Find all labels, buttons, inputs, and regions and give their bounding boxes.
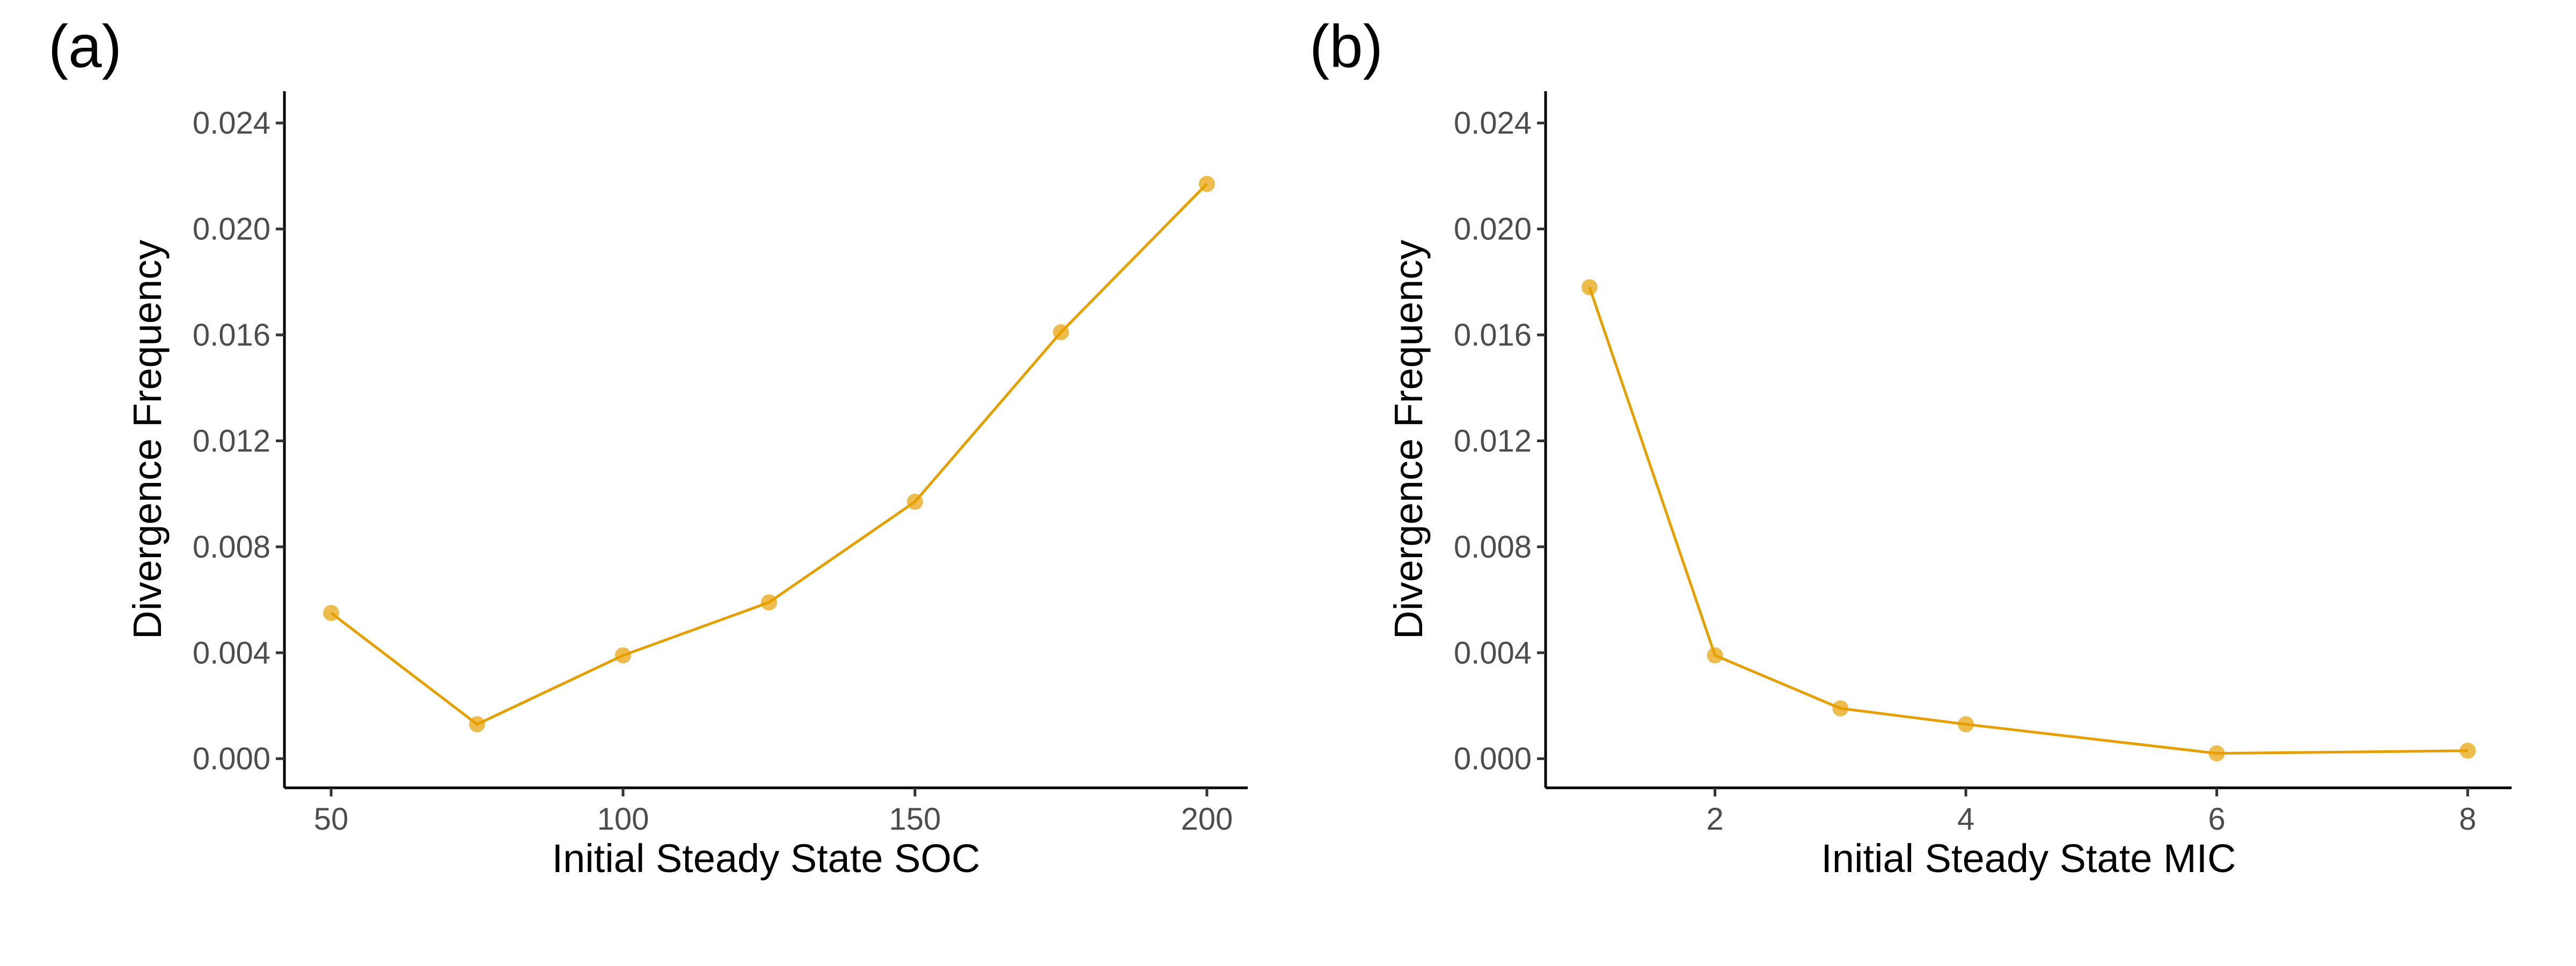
panel-a-chart: (a) 0.000 0.004 0.008 0.012 0.016 0.020 0.024 50…: [48, 13, 1248, 881]
panel-b-y-tick-label: 0.008: [1454, 530, 1532, 565]
panel-b-y-tick-label: 0.020: [1454, 212, 1532, 247]
panel-a-y-axis-title: Divergence Frequency: [125, 240, 170, 639]
panel-b-x-tick-label: 8: [2459, 802, 2476, 837]
panel-b-series-line: [1588, 287, 2468, 755]
panel-a-x-tick-label: 50: [314, 802, 349, 837]
panel-b-y-axis-title: Divergence Frequency: [1386, 240, 1431, 639]
panel-b-x-tick-label: 6: [2208, 802, 2226, 837]
panel-a-series-line: [330, 182, 1208, 726]
panel-a-x-tick-label: 100: [597, 802, 649, 837]
panel-a-x-tick-label: 150: [889, 802, 941, 837]
panel-b-data-point: [1958, 716, 1974, 733]
panel-b-x-axis-title: Initial Steady State MIC: [1821, 836, 2236, 881]
panel-a-data-point: [906, 493, 923, 510]
panel-a-data-point: [323, 605, 340, 621]
panel-a-y-tick-label: 0.024: [193, 106, 270, 141]
panel-b-chart: (b) 0.000 0.004 0.008 0.012 0.016 0.020 0.024 2 4…: [1309, 13, 2512, 881]
panel-b-y-tick-label: 0.012: [1454, 423, 1532, 458]
panel-b-data-point: [2208, 745, 2225, 762]
panel-a-x-tick-label: 200: [1181, 802, 1233, 837]
panel-b-y-tick-label: 0.000: [1454, 742, 1532, 777]
panel-b-label: (b): [1309, 13, 1383, 80]
panel-a-data-point: [469, 716, 485, 733]
panel-a-x-axis-title: Initial Steady State SOC: [552, 836, 980, 881]
panel-b-data-point: [1707, 647, 1723, 664]
panel-b-y-tick-label: 0.004: [1454, 635, 1532, 670]
panel-b-x-tick-label: 4: [1957, 802, 1974, 837]
panel-a-data-point: [1198, 175, 1215, 192]
panel-a-data-point: [760, 594, 777, 611]
panel-b-y-tick-label: 0.016: [1454, 318, 1532, 353]
panel-a-y-tick-label: 0.012: [193, 423, 270, 458]
panel-a-y-tick-label: 0.008: [193, 530, 270, 565]
panel-a-label: (a): [48, 13, 122, 80]
panel-b-y-tick-label: 0.024: [1454, 106, 1532, 141]
panel-b-x-tick-label: 2: [1706, 802, 1723, 837]
panel-b-data-point: [1581, 279, 1598, 296]
panel-a-y-tick-label: 0.004: [193, 635, 270, 670]
panel-a-y-tick-label: 0.016: [193, 318, 270, 353]
panel-a-data-point: [614, 647, 631, 664]
panel-b-data-point: [2460, 742, 2476, 759]
panel-a-y-tick-label: 0.020: [193, 212, 270, 247]
panel-b-data-point: [1832, 700, 1849, 716]
panel-a-y-tick-label: 0.000: [193, 742, 270, 777]
panel-a-data-point: [1052, 324, 1069, 341]
